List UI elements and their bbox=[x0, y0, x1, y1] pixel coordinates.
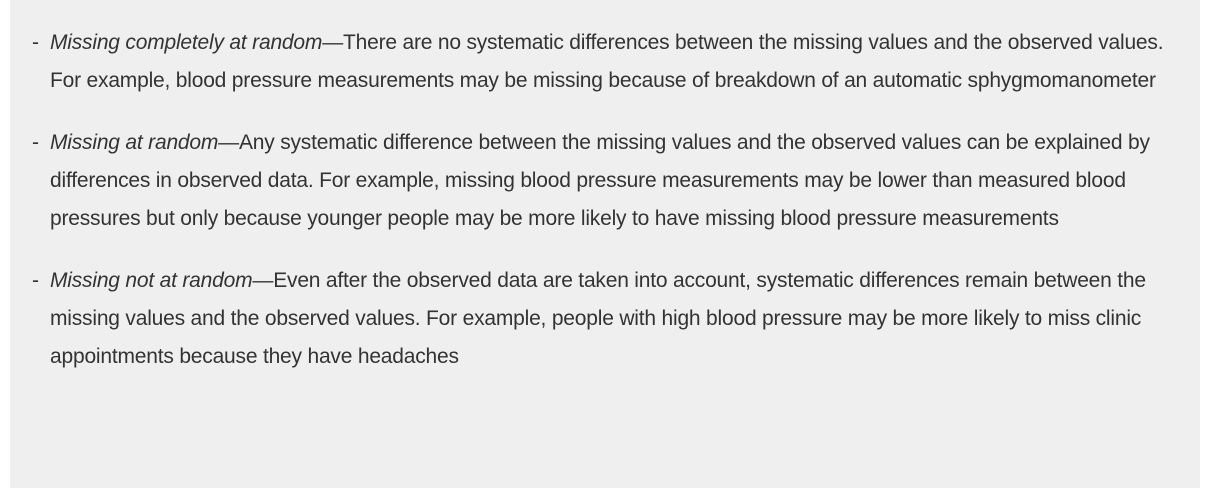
bullet-dash: - bbox=[32, 131, 39, 154]
term-description: —Any systematic difference between the m… bbox=[50, 131, 1150, 230]
bullet-dash: - bbox=[32, 31, 39, 54]
term-description: —There are no systematic differences bet… bbox=[50, 31, 1164, 92]
missing-data-types-list: - Missing completely at random—There are … bbox=[32, 24, 1170, 376]
content-panel: - Missing completely at random—There are … bbox=[10, 0, 1200, 488]
list-item-mnar: - Missing not at random—Even after the ob… bbox=[32, 262, 1170, 376]
term-description: —Even after the observed data are taken … bbox=[50, 269, 1146, 368]
term-label: Missing at random bbox=[50, 131, 219, 154]
list-item-mar: - Missing at random—Any systematic differ… bbox=[32, 124, 1170, 238]
list-item-mcar: - Missing completely at random—There are … bbox=[32, 24, 1170, 100]
term-label: Missing completely at random bbox=[50, 31, 323, 54]
bullet-dash: - bbox=[32, 269, 39, 292]
term-label: Missing not at random bbox=[50, 269, 253, 292]
